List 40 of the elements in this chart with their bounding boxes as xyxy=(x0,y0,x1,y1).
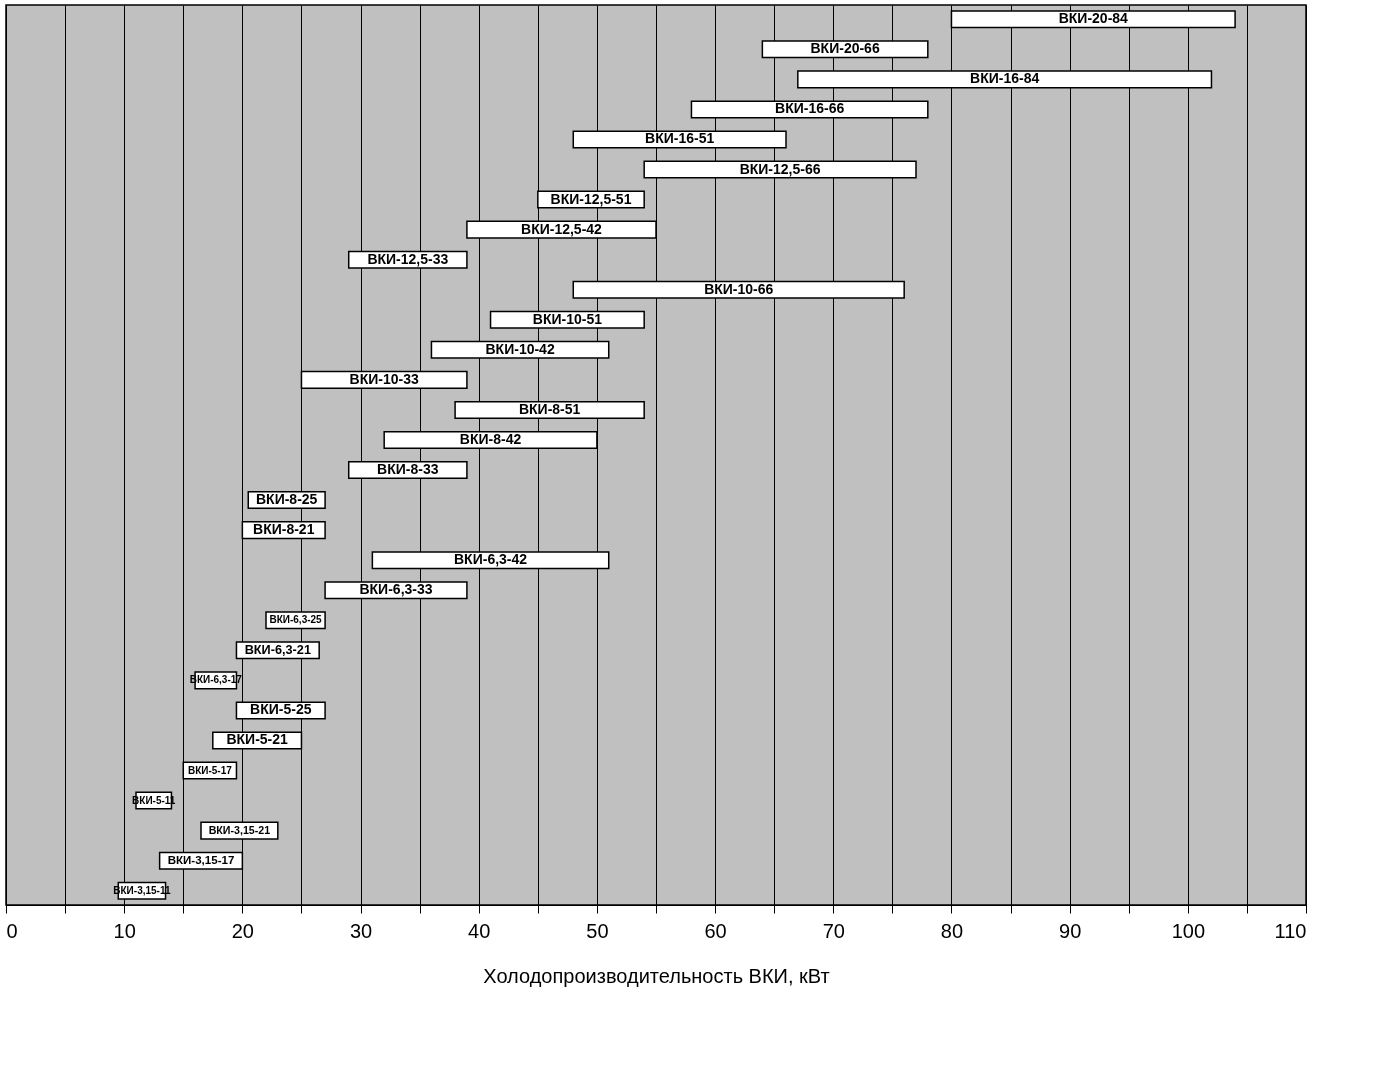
x-tick-label: 110 xyxy=(1274,919,1307,942)
x-tick-label: 20 xyxy=(231,919,254,942)
x-tick-label: 100 xyxy=(1171,919,1206,942)
y-tick-label: ВКИ-6,3-25 xyxy=(269,614,323,626)
x-tick-label: 70 xyxy=(822,919,845,942)
y-tick-label: ВКИ-12,5-51 xyxy=(550,190,632,207)
y-tick-label: ВКИ-8-51 xyxy=(518,400,581,417)
y-tick-label: ВКИ-8-33 xyxy=(377,461,439,478)
y-tick-label: ВКИ-6,3-33 xyxy=(359,581,433,598)
x-tick-label: 60 xyxy=(704,919,727,942)
x-tick-label: 50 xyxy=(586,919,609,942)
y-tick-label: ВКИ-12,5-42 xyxy=(521,220,603,237)
y-tick-label: ВКИ-10-66 xyxy=(704,280,774,297)
y-tick-label: ВКИ-8-21 xyxy=(253,521,315,538)
x-tick-label: 30 xyxy=(349,919,373,942)
y-tick-label: ВКИ-10-42 xyxy=(485,340,555,357)
y-tick-label: ВКИ-16-66 xyxy=(775,100,845,117)
y-tick-label: ВКИ-10-33 xyxy=(349,370,419,387)
y-tick-label: ВКИ-6,3-21 xyxy=(244,643,311,658)
y-tick-label: ВКИ-5-25 xyxy=(250,701,312,718)
y-tick-label: ВКИ-3,15-17 xyxy=(167,853,235,866)
x-tick-label: 0 xyxy=(6,919,18,942)
y-tick-label: ВКИ-20-84 xyxy=(1058,10,1129,27)
y-tick-label: ВКИ-16-84 xyxy=(970,70,1040,87)
y-tick-label: ВКИ-12,5-33 xyxy=(367,250,449,267)
y-tick-label: ВКИ-8-42 xyxy=(459,430,522,447)
y-tick-label: ВКИ-5-17 xyxy=(187,764,233,776)
x-axis-title: Холодопроизводительность ВКИ, кВт xyxy=(483,964,830,987)
y-tick-label: ВКИ-12,5-66 xyxy=(739,160,821,177)
x-tick-label: 80 xyxy=(940,919,964,942)
y-tick-label: ВКИ-16-51 xyxy=(645,130,715,147)
y-tick-label: ВКИ-3,15-21 xyxy=(208,823,271,836)
y-tick-label: ВКИ-5-21 xyxy=(226,731,289,748)
y-tick-label: ВКИ-10-51 xyxy=(532,310,603,327)
x-tick-label: 10 xyxy=(113,919,136,942)
x-tick-label: 90 xyxy=(1059,919,1082,942)
y-tick-label: ВКИ-20-66 xyxy=(810,40,880,57)
y-tick-label: ВКИ-6,3-42 xyxy=(454,551,528,568)
y-tick-label: ВКИ-8-25 xyxy=(255,491,318,508)
x-tick-label: 40 xyxy=(468,919,491,942)
